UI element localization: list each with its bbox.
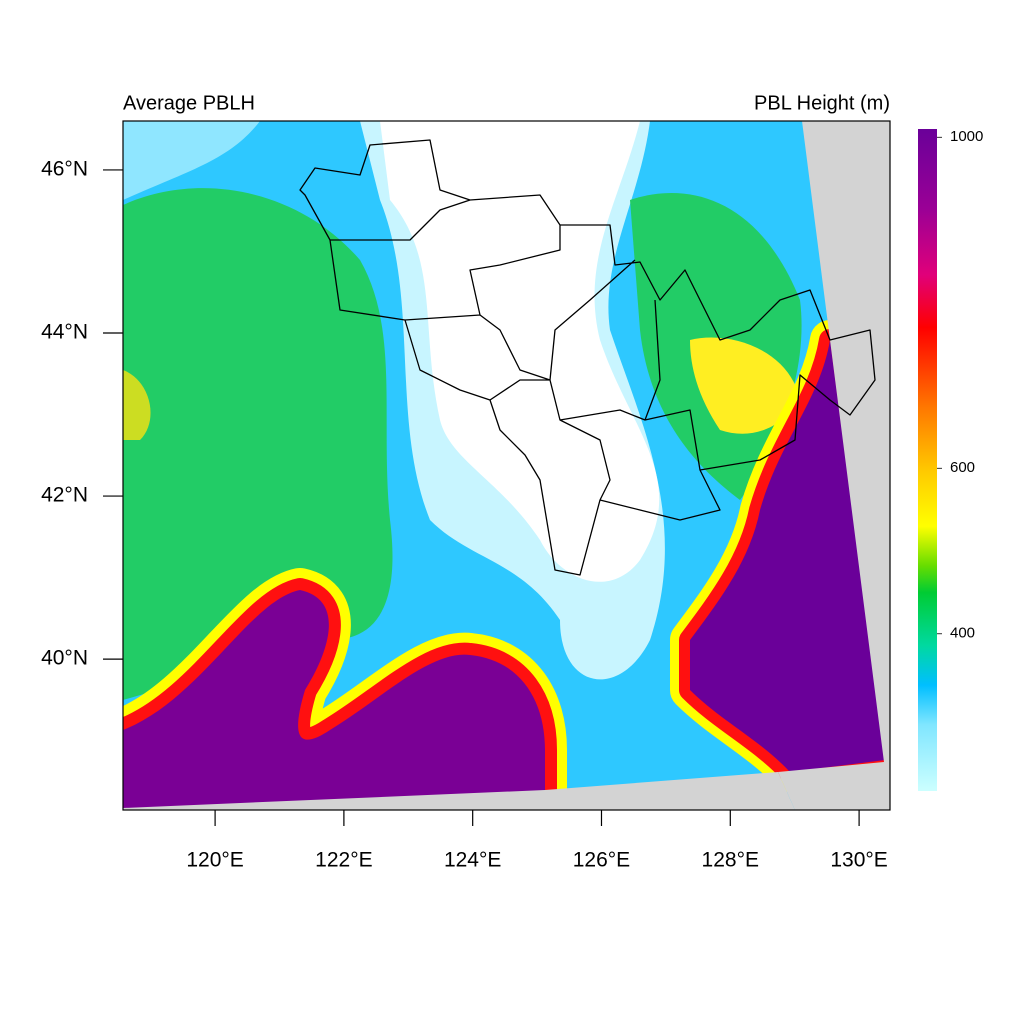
plot-frame [122,120,891,811]
x-tick-label: 120°E [186,849,243,872]
y-tick-label: 44°N [41,321,88,344]
colorbar [918,129,937,791]
x-tick-label: 126°E [573,849,630,872]
x-tick-label: 128°E [702,849,759,872]
x-tick-label: 130°E [830,849,887,872]
y-tick-label: 42°N [41,484,88,507]
title-left: Average PBLH [123,92,255,114]
y-tick-label: 46°N [41,157,88,180]
map-field [123,121,890,810]
colorbar-tick-label: 400 [950,625,975,642]
x-tick-label: 122°E [315,849,372,872]
colorbar-tick-label: 600 [950,459,975,476]
colorbar-tick-label: 1000 [950,128,983,145]
y-tick-label: 40°N [41,647,88,670]
title-right: PBL Height (m) [754,92,890,114]
x-tick-label: 124°E [444,849,501,872]
